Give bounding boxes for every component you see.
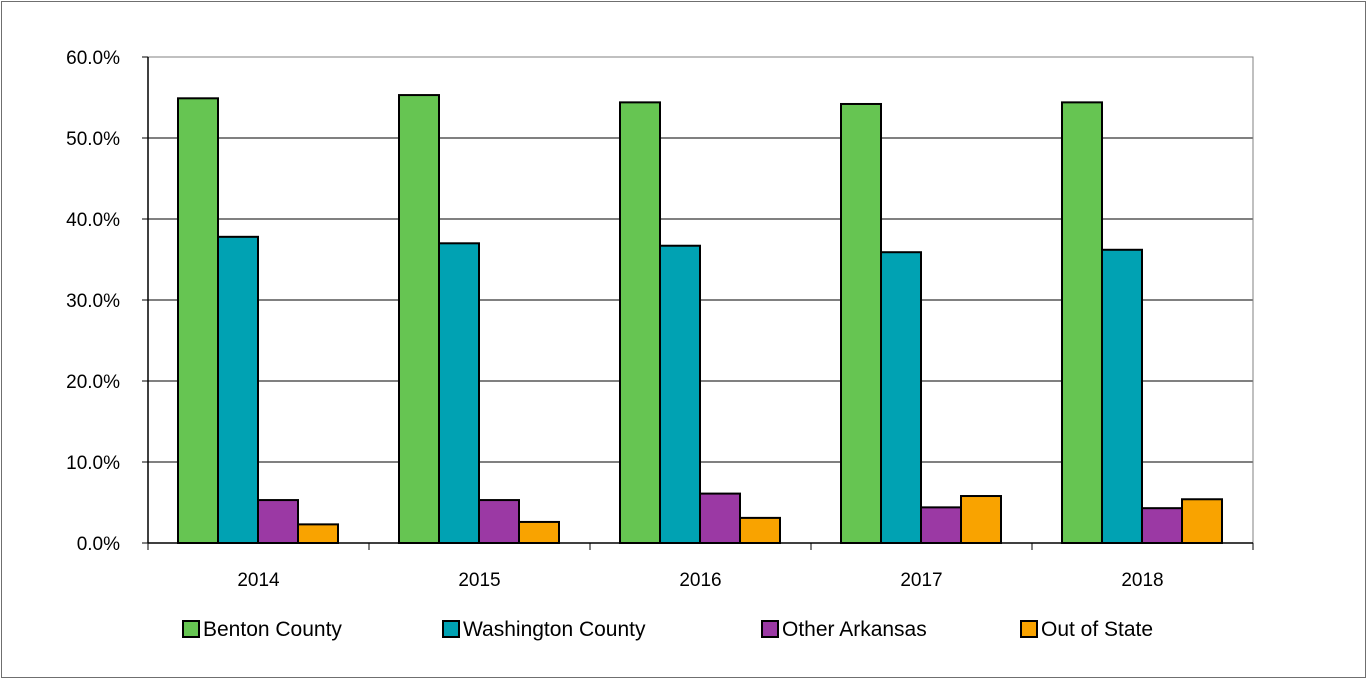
y-tick-label: 0.0% bbox=[77, 534, 120, 555]
bar-benton-county-2015 bbox=[398, 94, 440, 544]
y-tick-label: 20.0% bbox=[66, 372, 120, 393]
legend-swatch-out-of-state bbox=[1020, 620, 1038, 638]
bar-washington-county-2015 bbox=[438, 242, 480, 545]
bar-washington-county-2014 bbox=[217, 235, 259, 544]
y-tick-label: 10.0% bbox=[66, 453, 120, 474]
legend-label: Benton County bbox=[203, 618, 342, 641]
x-tick-label: 2017 bbox=[900, 570, 942, 591]
bar-washington-county-2016 bbox=[659, 244, 701, 544]
bar-out-of-state-2017 bbox=[960, 495, 1002, 544]
y-tick-label: 60.0% bbox=[66, 48, 120, 69]
y-tick-label: 50.0% bbox=[66, 129, 120, 150]
bar-out-of-state-2014 bbox=[297, 523, 339, 544]
bar-benton-county-2016 bbox=[619, 101, 661, 545]
y-tick-label: 40.0% bbox=[66, 210, 120, 231]
bar-benton-county-2014 bbox=[177, 97, 219, 544]
bar-washington-county-2017 bbox=[880, 251, 922, 545]
bar-other-arkansas-2017 bbox=[920, 506, 962, 544]
bar-other-arkansas-2014 bbox=[257, 499, 299, 545]
bar-other-arkansas-2018 bbox=[1141, 507, 1183, 545]
bar-benton-county-2017 bbox=[840, 102, 882, 544]
bar-out-of-state-2016 bbox=[739, 516, 781, 545]
bar-other-arkansas-2015 bbox=[478, 499, 520, 545]
legend-swatch-other-arkansas bbox=[761, 620, 779, 638]
bar-out-of-state-2015 bbox=[518, 520, 560, 545]
bar-other-arkansas-2016 bbox=[699, 492, 741, 544]
x-tick-label: 2016 bbox=[679, 570, 721, 591]
x-tick-label: 2018 bbox=[1121, 570, 1163, 591]
bar-benton-county-2018 bbox=[1061, 101, 1103, 545]
bar-washington-county-2018 bbox=[1101, 248, 1143, 544]
legend: Benton County Washington County Other Arka… bbox=[182, 618, 1153, 641]
x-tick-label: 2015 bbox=[458, 570, 500, 591]
legend-swatch-washington-county bbox=[442, 620, 460, 638]
legend-label: Out of State bbox=[1041, 618, 1153, 641]
legend-swatch-benton-county bbox=[182, 620, 200, 638]
y-tick-label: 30.0% bbox=[66, 291, 120, 312]
x-tick-label: 2014 bbox=[237, 570, 280, 591]
plot-area: 0.0% 10.0% 20.0% 30.0% 40.0% 50.0% 60.0% 2014 20… bbox=[66, 48, 1254, 591]
legend-label: Other Arkansas bbox=[782, 618, 927, 641]
bar-out-of-state-2018 bbox=[1181, 498, 1223, 545]
legend-label: Washington County bbox=[463, 618, 646, 641]
